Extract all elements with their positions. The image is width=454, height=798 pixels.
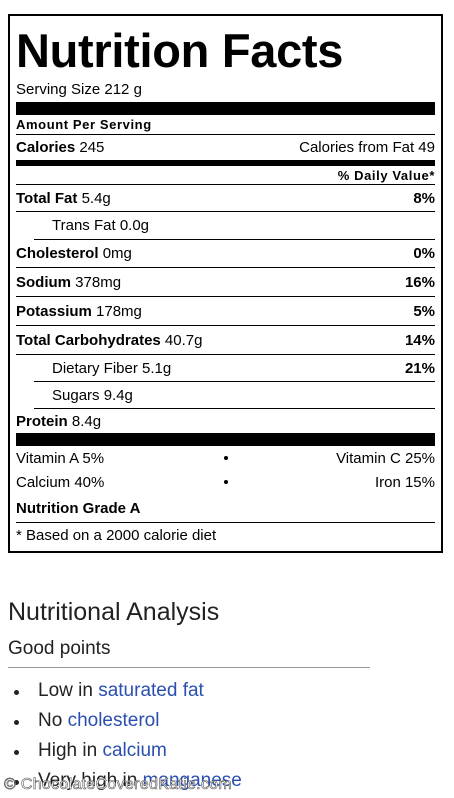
nutrient-row: Potassium 178mg 5%	[16, 297, 435, 326]
nutrient-row: Dietary Fiber 5.1g 21%	[34, 355, 435, 382]
thick-rule	[16, 102, 435, 115]
nutrient-name: Dietary Fiber	[52, 359, 138, 377]
calories: Calories 245	[16, 139, 104, 156]
nutrient: Sodium 378mg	[16, 274, 121, 291]
vitamin: Vitamin A 5%	[16, 449, 105, 467]
grade-row: Nutrition Grade A	[16, 494, 435, 523]
analysis-item: Low in saturated fat	[8, 676, 242, 706]
daily-value: 8%	[413, 189, 435, 207]
nutrient-row: Total Carbohydrates 40.7g 14%	[16, 326, 435, 355]
nutrient-amount: 8.4g	[71, 412, 102, 430]
nutrient-amount: 378mg	[75, 273, 122, 291]
nutrient-name: Protein	[16, 412, 68, 430]
nutrient: Potassium 178mg	[16, 303, 142, 320]
separator-dot	[223, 456, 228, 460]
daily-value: 14%	[404, 331, 435, 349]
item-prefix: High in	[38, 740, 98, 761]
daily-value: 5%	[413, 302, 435, 320]
nutrient-row: Trans Fat 0.0g	[34, 212, 435, 240]
vitamin-row: Calcium 40% Iron 15%	[16, 470, 435, 494]
serving-size: Serving Size 212 g	[16, 81, 142, 98]
separator-dot	[223, 480, 228, 484]
calories-from-fat: Calories from Fat 49	[299, 139, 435, 156]
analysis-subtitle: Good points	[8, 638, 370, 668]
vitamin: Iron 15%	[374, 473, 435, 491]
amount-row: Amount Per Serving	[16, 115, 435, 135]
item-link[interactable]: saturated fat	[98, 680, 204, 701]
item-link[interactable]: manganese	[142, 770, 242, 791]
nutrient-row: Sugars 9.4g	[34, 382, 435, 409]
item-prefix: Low in	[38, 680, 93, 701]
analysis-title: Nutritional Analysis	[8, 598, 220, 626]
item-link[interactable]: cholesterol	[67, 710, 160, 731]
footnote: * Based on a 2000 calorie diet	[16, 526, 217, 544]
nutrient-amount: 5.1g	[142, 359, 172, 377]
nutrient-name: Cholesterol	[16, 245, 99, 262]
nutrient-name: Total Fat	[16, 189, 78, 207]
calories-row: Calories 245 Calories from Fat 49	[16, 135, 435, 166]
nutrient-name: Total Carbohydrates	[16, 331, 161, 349]
thick-rule	[16, 433, 435, 446]
nutrient-amount: 40.7g	[164, 331, 203, 349]
nutrient-amount: 178mg	[96, 302, 142, 320]
nutrient-name: Sodium	[16, 273, 71, 291]
nutrient: Protein 8.4g	[16, 413, 101, 430]
nutrient-amount: 5.4g	[81, 189, 111, 207]
analysis-item: High in calcium	[8, 736, 242, 766]
daily-value: 21%	[404, 359, 435, 377]
nutrient: Dietary Fiber 5.1g	[52, 360, 171, 377]
vitamin-row: Vitamin A 5% Vitamin C 25%	[16, 446, 435, 470]
nutrient-name: Sugars	[52, 386, 100, 404]
nutrient-amount: 0.0g	[119, 217, 150, 234]
nutrient-rows: Total Fat 5.4g 8% Trans Fat 0.0g Cholestero…	[16, 185, 435, 433]
item-prefix: Very high in	[38, 770, 138, 791]
daily-value: 16%	[404, 273, 435, 291]
nutrient-row: Sodium 378mg 16%	[16, 268, 435, 297]
vitamin: Vitamin C 25%	[336, 449, 435, 467]
nutrient-amount: 9.4g	[103, 386, 133, 404]
vitamin-rows: Vitamin A 5% Vitamin C 25% Calcium 40% Iron…	[16, 446, 435, 494]
item-link[interactable]: calcium	[102, 740, 167, 761]
nutrition-label: Nutrition Facts Serving Size 212 g Amoun…	[8, 14, 443, 553]
nutrient: Total Fat 5.4g	[16, 190, 111, 207]
calories-name: Calories	[16, 139, 76, 156]
dv-header-row: % Daily Value*	[16, 166, 435, 185]
analysis-list: Low in saturated fat No cholesterol High i…	[8, 676, 242, 796]
nutrient-name: Potassium	[16, 302, 92, 320]
nutrient-row: Protein 8.4g	[16, 409, 435, 433]
nutrient: Total Carbohydrates 40.7g	[16, 332, 202, 349]
dv-header: % Daily Value*	[337, 167, 435, 183]
nutrient: Sugars 9.4g	[52, 387, 133, 404]
footnote-row: * Based on a 2000 calorie diet	[16, 523, 435, 547]
nutrient-row: Cholesterol 0mg 0%	[16, 240, 435, 268]
label-title: Nutrition Facts	[16, 24, 344, 77]
analysis-item: Very high in manganese	[8, 766, 242, 796]
nutrient-name: Trans Fat	[52, 217, 116, 234]
nutrient: Cholesterol 0mg	[16, 245, 132, 262]
watermark: © ChocolateCoveredKatie.com	[4, 776, 232, 794]
label-inner: Nutrition Facts Serving Size 212 g Amoun…	[16, 16, 435, 547]
amount-per-serving: Amount Per Serving	[16, 117, 152, 132]
daily-value: 0%	[413, 245, 435, 262]
vitamin: Calcium 40%	[16, 473, 105, 491]
nutrient: Trans Fat 0.0g	[52, 217, 149, 234]
item-prefix: No	[38, 710, 63, 731]
calories-amount: 245	[79, 139, 105, 156]
nutrient-row: Total Fat 5.4g 8%	[16, 185, 435, 212]
grade: Nutrition Grade A	[16, 499, 141, 517]
nutrient-amount: 0mg	[102, 245, 132, 262]
analysis-item: No cholesterol	[8, 706, 242, 736]
